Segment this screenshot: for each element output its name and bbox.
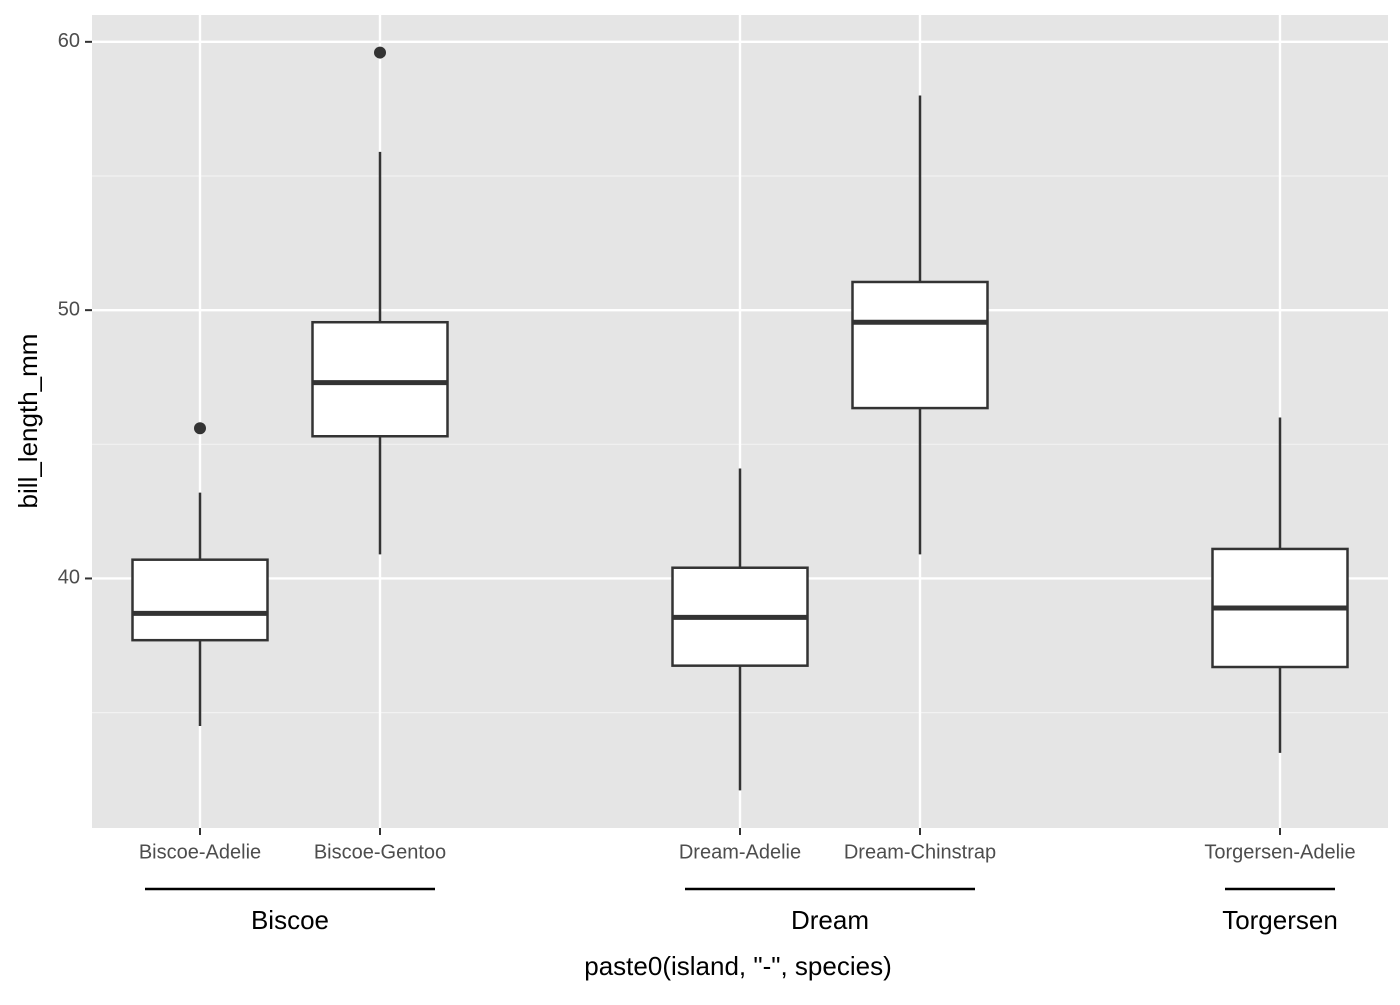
y-axis-title: bill_length_mm (13, 334, 43, 509)
group-label: Dream (791, 905, 869, 935)
box (851, 280, 989, 410)
outlier (374, 46, 386, 59)
group-label: Biscoe (251, 905, 329, 935)
outlier (194, 422, 206, 435)
x-tick-label: Biscoe-Gentoo (314, 841, 446, 863)
x-tick-label: Biscoe-Adelie (139, 841, 261, 863)
y-tick-label: 40 (58, 567, 80, 589)
y-tick-label: 60 (58, 30, 80, 52)
box (131, 558, 269, 642)
x-tick-label: Dream-Chinstrap (844, 841, 996, 863)
box (311, 320, 449, 438)
x-tick-label: Dream-Adelie (679, 841, 801, 863)
y-tick-label: 50 (58, 298, 80, 320)
group-label: Torgersen (1222, 905, 1338, 935)
x-tick-label: Torgersen-Adelie (1204, 841, 1355, 863)
x-axis-title: paste0(island, "-", species) (584, 951, 891, 981)
